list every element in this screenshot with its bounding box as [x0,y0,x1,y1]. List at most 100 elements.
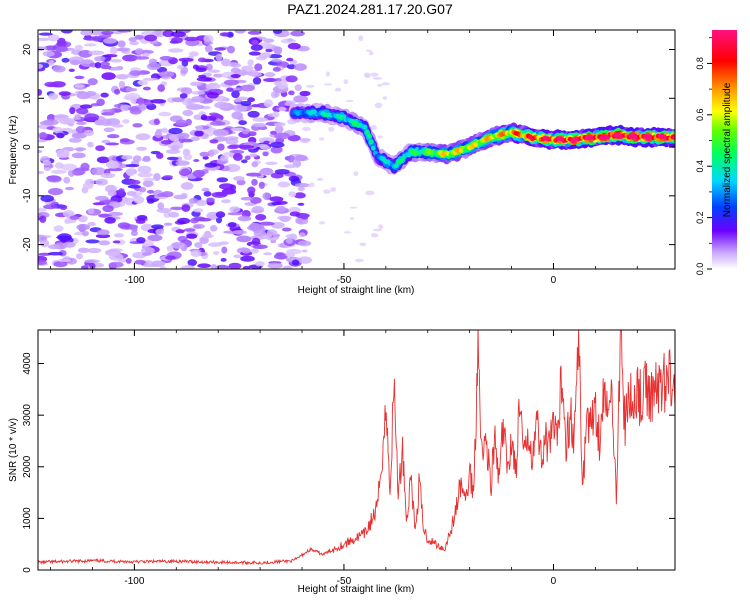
heatmap-cell [84,90,97,97]
heatmap-cell [127,184,142,189]
heatmap-cell [53,261,68,268]
heatmap-cell [76,121,87,125]
snr-xlabel: Height of straight line (km) [298,584,415,595]
heatmap-cell [125,258,132,264]
heatmap-cell [168,142,183,150]
heatmap-cell [75,126,86,134]
heatmap-cell [184,36,199,42]
heatmap-cell [270,130,277,135]
heatmap-cell [88,50,105,56]
heatmap-cell [268,54,283,59]
colorbar-axes: 0.0 0.2 0.4 0.6 0.8 [695,37,712,275]
heatmap-cell [186,233,198,239]
heatmap-cell [297,256,313,264]
heatmap-cell [87,141,94,148]
heatmap-cell [233,254,242,259]
heatmap-cell [105,184,117,193]
heatmap-cell [299,232,306,237]
heatmap-cell [63,176,71,184]
heatmap-cell [287,42,301,50]
heatmap-cell [250,44,263,51]
heatmap-cell [48,244,61,250]
heatmap-cell [117,47,131,52]
heatmap-cell [168,127,183,135]
heatmap-cell [274,169,290,175]
heatmap-cell [302,126,311,132]
heatmap-cell [83,36,98,41]
heatmap-cell [166,156,179,161]
heatmap-cell [103,37,118,44]
heatmap-cell [68,68,75,73]
heatmap-cell [130,230,138,236]
heatmap-cell [87,78,98,86]
heatmap-cell [98,240,111,246]
heatmap-cell [96,156,110,164]
heatmap-cell [101,30,114,35]
heatmap-cell [319,221,325,225]
heatmap-cell [48,59,55,66]
heatmap-cell [324,83,333,86]
heatmap-cell [40,194,54,203]
heatmap-cell [72,170,86,176]
heatmap-cell [100,92,109,98]
heatmap-cell [210,264,218,269]
heatmap-cell [286,57,294,62]
heatmap-cell [247,97,255,103]
heatmap-cell [213,251,220,255]
heatmap-cell [221,199,231,204]
heatmap-cell [246,172,262,177]
heatmap-cell [372,228,382,232]
heatmap-cell [365,49,372,52]
heatmap-cell [274,132,291,140]
heatmap-cell [168,48,184,53]
heatmap-cell [280,38,297,44]
heatmap-cell [102,205,114,213]
heatmap-cell [382,96,388,100]
heatmap-cell [293,95,309,103]
heatmap-cell [334,87,342,92]
heatmap-cell [76,107,89,115]
heatmap-cell [190,81,203,87]
heatmap-cell [204,41,214,45]
heatmap-cell [48,188,63,196]
heatmap-cell [136,215,148,220]
heatmap-cell [288,191,297,197]
heatmap-cell [61,163,77,171]
heatmap-cell [110,59,122,63]
heatmap-cell [157,84,165,92]
heatmap-cell [38,32,53,36]
heatmap-cell [286,237,293,244]
y-tick-label: 1000 [22,507,33,530]
heatmap-cell [291,259,300,266]
heatmap-cell [168,211,180,218]
heatmap-cell [163,175,173,179]
colorbar: 0.0 0.2 0.4 0.6 0.8 Normalized spectral ampl… [695,30,737,275]
heatmap-cell [57,258,71,263]
heatmap-cell [95,195,109,201]
heatmap-cell [38,234,48,242]
heatmap-cell [87,221,96,227]
heatmap-cell [247,110,260,118]
snr-series-line [38,330,675,566]
heatmap-cell [180,192,188,198]
heatmap-cell [163,222,173,226]
heatmap-cell [301,249,308,253]
heatmap-cell [285,75,298,83]
heatmap-cell [299,138,310,143]
heatmap-cell [370,72,379,77]
heatmap-cell [125,164,140,168]
heatmap-cell [238,145,255,149]
heatmap-cell [297,186,305,191]
heatmap-cell [203,34,214,43]
heatmap-cell [60,30,73,34]
heatmap-cell [154,130,163,138]
heatmap-cell [62,210,75,218]
heatmap-cell [293,63,307,71]
heatmap-cell [262,192,271,201]
heatmap-cell [227,222,237,228]
heatmap-cell [64,219,71,225]
heatmap-cell [218,241,229,245]
heatmap-cell [325,71,330,77]
heatmap-cell [190,249,202,257]
heatmap-cell [275,252,284,256]
